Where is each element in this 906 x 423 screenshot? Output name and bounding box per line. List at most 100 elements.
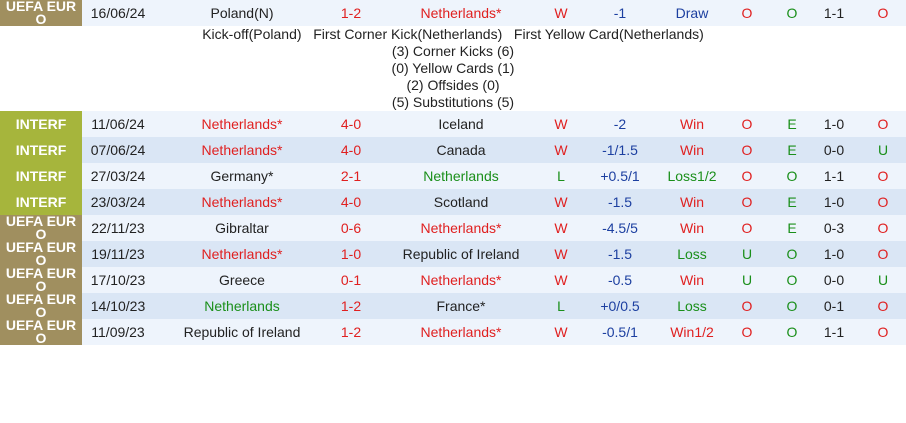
match-row: UEFA EURO 19/11/23 Netherlands* 1-0 Republic… <box>0 240 906 267</box>
handicap: -1.5 <box>607 194 633 210</box>
competition-badge: INTERF <box>0 163 82 189</box>
odd-even: O <box>786 168 798 184</box>
handicap-result: Win1/2 <box>670 324 714 340</box>
handicap: +0/0.5 <box>600 298 640 314</box>
odd-even: O <box>786 5 798 21</box>
match-row: UEFA EURO 22/11/23 Gibraltar 0-6 Netherlands… <box>0 214 906 241</box>
match-row: UEFA EURO 11/09/23 Republic of Ireland 1-2 N… <box>0 318 906 345</box>
half-time-score: 1-0 <box>823 116 845 132</box>
competition-badge: INTERF <box>0 111 82 137</box>
away-team: Netherlands* <box>420 5 502 21</box>
competition-badge: UEFA EURO <box>0 266 82 293</box>
home-team: Netherlands* <box>201 142 283 158</box>
handicap-result: Win <box>679 142 705 158</box>
half-time-score: 1-1 <box>823 5 845 21</box>
half-time-over-under: U <box>877 142 889 158</box>
match-row: UEFA EURO 16/06/24 Poland(N) 1-2 Netherlands… <box>0 0 906 26</box>
score: 4-0 <box>340 116 362 132</box>
home-team: Republic of Ireland <box>183 324 301 340</box>
away-team: Canada <box>436 142 486 158</box>
result: W <box>554 116 568 132</box>
score: 0-1 <box>340 272 362 288</box>
half-time-over-under: O <box>877 168 889 184</box>
detail-line: (3) Corner Kicks (6) <box>391 43 515 59</box>
competition-badge: UEFA EURO <box>0 240 82 267</box>
score: 1-2 <box>340 298 362 314</box>
over-under: O <box>741 324 753 340</box>
odd-even: E <box>787 194 797 210</box>
handicap-result: Win <box>679 116 705 132</box>
handicap: -1.5 <box>607 246 633 262</box>
half-time-score: 1-1 <box>823 168 845 184</box>
date: 17/10/23 <box>90 272 146 288</box>
half-time-score: 0-1 <box>823 298 845 314</box>
odd-even: O <box>786 246 798 262</box>
half-time-over-under: O <box>877 220 889 236</box>
half-time-over-under: O <box>877 194 889 210</box>
result: W <box>554 5 568 21</box>
match-row: UEFA EURO 17/10/23 Greece 0-1 Netherlands* W -… <box>0 266 906 293</box>
date: 23/03/24 <box>90 194 146 210</box>
detail-line: (2) Offsides (0) <box>406 77 500 93</box>
competition-badge: INTERF <box>0 137 82 163</box>
handicap: -2 <box>613 116 627 132</box>
away-team: Iceland <box>438 116 484 132</box>
home-team: Netherlands* <box>201 116 283 132</box>
handicap-result: Win <box>679 194 705 210</box>
date: 19/11/23 <box>91 246 145 262</box>
score: 1-2 <box>340 324 362 340</box>
date: 11/06/24 <box>91 116 145 132</box>
over-under: O <box>741 116 753 132</box>
date: 07/06/24 <box>90 142 146 158</box>
match-row: INTERF 27/03/24 Germany* 2-1 Netherlands L +0.… <box>0 163 906 189</box>
date: 11/09/23 <box>91 324 145 340</box>
handicap: -1 <box>613 5 627 21</box>
handicap: -1/1.5 <box>602 142 638 158</box>
over-under: U <box>741 272 753 288</box>
over-under: O <box>741 220 753 236</box>
half-time-over-under: O <box>877 116 889 132</box>
half-time-score: 1-0 <box>823 246 845 262</box>
half-time-score: 1-0 <box>823 194 845 210</box>
competition-badge: UEFA EURO <box>0 214 82 241</box>
away-team: Netherlands <box>423 168 499 184</box>
score: 4-0 <box>340 142 362 158</box>
handicap-result: Win <box>679 220 705 236</box>
half-time-score: 0-0 <box>823 272 845 288</box>
away-team: France* <box>436 298 486 314</box>
half-time-score: 0-3 <box>823 220 845 236</box>
result: W <box>554 324 568 340</box>
half-time-over-under: O <box>877 5 889 21</box>
handicap: +0.5/1 <box>600 168 640 184</box>
competition-badge: UEFA EURO <box>0 0 82 26</box>
score: 2-1 <box>340 168 362 184</box>
detail-line: Kick-off(Poland) First Corner Kick(Nethe… <box>202 26 704 42</box>
result: W <box>554 220 568 236</box>
over-under: O <box>741 142 753 158</box>
handicap-result: Win <box>679 272 705 288</box>
score: 1-2 <box>340 5 362 21</box>
handicap-result: Draw <box>675 5 709 21</box>
odd-even: E <box>787 142 797 158</box>
odd-even: E <box>787 220 797 236</box>
away-team: Scotland <box>433 194 489 210</box>
score: 4-0 <box>340 194 362 210</box>
home-team: Poland(N) <box>210 5 274 21</box>
away-team: Republic of Ireland <box>402 246 520 262</box>
away-team: Netherlands* <box>420 324 502 340</box>
over-under: O <box>741 194 753 210</box>
half-time-score: 0-0 <box>823 142 845 158</box>
half-time-score: 1-1 <box>823 324 845 340</box>
match-row: INTERF 11/06/24 Netherlands* 4-0 Iceland W -2 W… <box>0 111 906 137</box>
match-row: INTERF 23/03/24 Netherlands* 4-0 Scotland W -1… <box>0 189 906 215</box>
date: 27/03/24 <box>90 168 146 184</box>
half-time-over-under: U <box>877 272 889 288</box>
date: 16/06/24 <box>90 5 146 21</box>
handicap-result: Loss <box>677 246 707 262</box>
handicap: -0.5/1 <box>602 324 638 340</box>
odd-even: O <box>786 298 798 314</box>
odd-even: O <box>786 324 798 340</box>
result: W <box>554 246 568 262</box>
away-team: Netherlands* <box>420 272 502 288</box>
handicap: -4.5/5 <box>602 220 638 236</box>
